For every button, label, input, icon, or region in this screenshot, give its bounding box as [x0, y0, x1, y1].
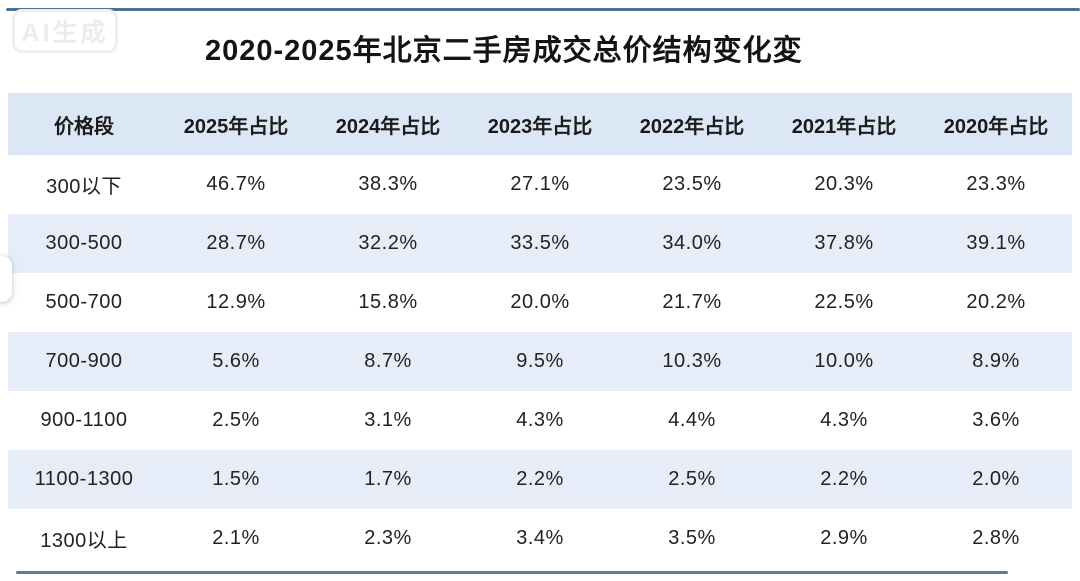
table-cell: 28.7%	[160, 214, 312, 273]
table-cell: 500-700	[8, 273, 160, 332]
table-row: 1100-1300 1.5% 1.7% 2.2% 2.5% 2.2% 2.0%	[8, 450, 1072, 509]
ai-generated-watermark-badge: AI生成	[12, 9, 118, 53]
table-cell: 2.5%	[616, 450, 768, 509]
table-cell: 33.5%	[464, 214, 616, 273]
table-cell: 2.0%	[920, 450, 1072, 509]
table-cell: 2.2%	[464, 450, 616, 509]
table-cell: 1300以上	[8, 509, 160, 568]
table-cell: 300以下	[8, 155, 160, 214]
table-cell: 2.1%	[160, 509, 312, 568]
top-border-line	[6, 8, 1080, 11]
table-header: 价格段 2025年占比 2024年占比 2023年占比 2022年占比 2021年占比 20…	[8, 93, 1072, 155]
table-header-row: 价格段 2025年占比 2024年占比 2023年占比 2022年占比 2021年占比 20…	[8, 93, 1072, 155]
column-header: 2022年占比	[616, 93, 768, 155]
table-cell: 15.8%	[312, 273, 464, 332]
table-row: 500-700 12.9% 15.8% 20.0% 21.7% 22.5% 20.2%	[8, 273, 1072, 332]
table-cell: 20.2%	[920, 273, 1072, 332]
table-row: 700-900 5.6% 8.7% 9.5% 10.3% 10.0% 8.9%	[8, 332, 1072, 391]
table-cell: 4.3%	[464, 391, 616, 450]
page-title: 2020-2025年北京二手房成交总价结构变化変	[205, 35, 803, 67]
table-cell: 300-500	[8, 214, 160, 273]
bottom-border-line	[16, 571, 1008, 574]
table-cell: 12.9%	[160, 273, 312, 332]
table-cell: 1.7%	[312, 450, 464, 509]
table-cell: 2.3%	[312, 509, 464, 568]
table-row: 1300以上 2.1% 2.3% 3.4% 3.5% 2.9% 2.8%	[8, 509, 1072, 568]
table-cell: 1.5%	[160, 450, 312, 509]
table-cell: 10.0%	[768, 332, 920, 391]
table-cell: 37.8%	[768, 214, 920, 273]
table-cell: 2.8%	[920, 509, 1072, 568]
table-cell: 20.0%	[464, 273, 616, 332]
column-header: 2024年占比	[312, 93, 464, 155]
table-cell: 23.3%	[920, 155, 1072, 214]
table-cell: 2.9%	[768, 509, 920, 568]
table-cell: 32.2%	[312, 214, 464, 273]
table-cell: 3.5%	[616, 509, 768, 568]
table-cell: 8.9%	[920, 332, 1072, 391]
table-row: 300-500 28.7% 32.2% 33.5% 34.0% 37.8% 39.1%	[8, 214, 1072, 273]
table-row: 300以下 46.7% 38.3% 27.1% 23.5% 20.3% 23.3%	[8, 155, 1072, 214]
table-cell: 8.7%	[312, 332, 464, 391]
table-cell: 3.4%	[464, 509, 616, 568]
price-structure-table-container: 价格段 2025年占比 2024年占比 2023年占比 2022年占比 2021年占比 20…	[8, 93, 1072, 568]
table-cell: 22.5%	[768, 273, 920, 332]
table-cell: 2.5%	[160, 391, 312, 450]
table-cell: 23.5%	[616, 155, 768, 214]
column-header: 2021年占比	[768, 93, 920, 155]
table-cell: 21.7%	[616, 273, 768, 332]
column-header: 2025年占比	[160, 93, 312, 155]
column-header: 2023年占比	[464, 93, 616, 155]
table-cell: 4.3%	[768, 391, 920, 450]
table-cell: 46.7%	[160, 155, 312, 214]
column-header: 2020年占比	[920, 93, 1072, 155]
table-row: 900-1100 2.5% 3.1% 4.3% 4.4% 4.3% 3.6%	[8, 391, 1072, 450]
table-cell: 27.1%	[464, 155, 616, 214]
table-body: 300以下 46.7% 38.3% 27.1% 23.5% 20.3% 23.3% 300-5…	[8, 155, 1072, 568]
table-cell: 3.1%	[312, 391, 464, 450]
table-cell: 900-1100	[8, 391, 160, 450]
table-cell: 700-900	[8, 332, 160, 391]
table-cell: 20.3%	[768, 155, 920, 214]
table-cell: 5.6%	[160, 332, 312, 391]
left-edge-notch	[0, 256, 12, 302]
price-structure-table: 价格段 2025年占比 2024年占比 2023年占比 2022年占比 2021年占比 20…	[8, 93, 1072, 568]
table-cell: 3.6%	[920, 391, 1072, 450]
table-cell: 2.2%	[768, 450, 920, 509]
table-cell: 38.3%	[312, 155, 464, 214]
ai-generated-watermark-label: AI生成	[21, 19, 109, 47]
table-cell: 34.0%	[616, 214, 768, 273]
table-cell: 39.1%	[920, 214, 1072, 273]
table-cell: 10.3%	[616, 332, 768, 391]
table-cell: 4.4%	[616, 391, 768, 450]
table-cell: 1100-1300	[8, 450, 160, 509]
table-cell: 9.5%	[464, 332, 616, 391]
column-header: 价格段	[8, 93, 160, 155]
